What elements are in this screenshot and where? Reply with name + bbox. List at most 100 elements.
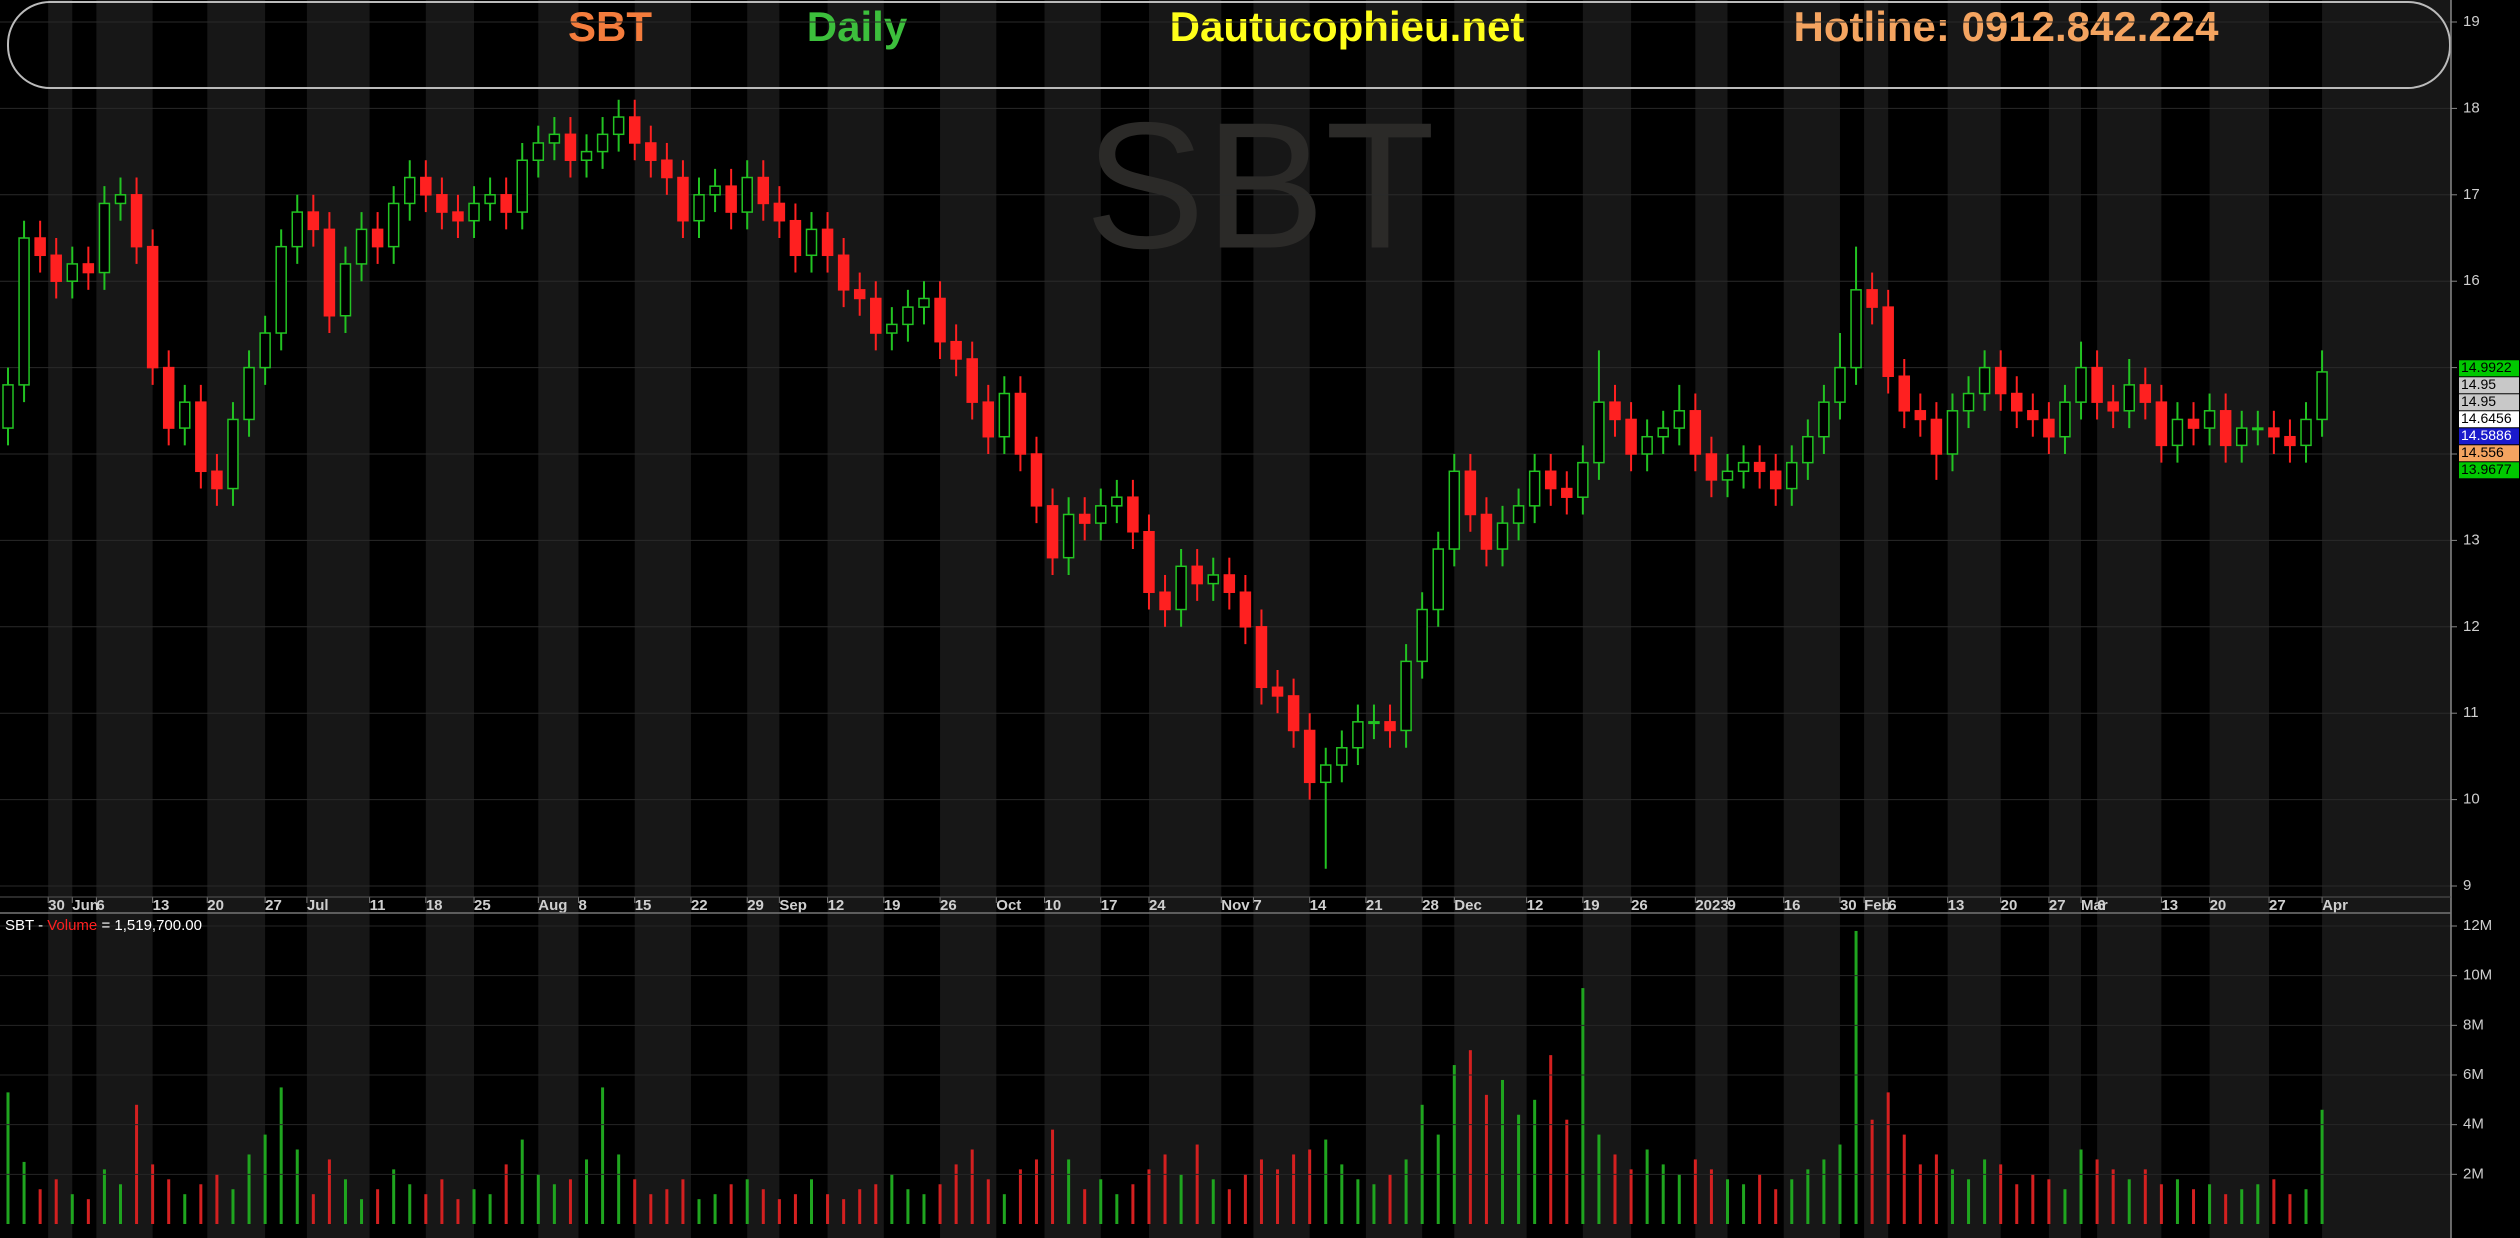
candle-body bbox=[259, 332, 271, 369]
x-tick-label: 30 bbox=[48, 897, 65, 914]
candle-body bbox=[66, 263, 79, 282]
candle-body bbox=[725, 185, 737, 213]
volume-bar bbox=[2159, 1184, 2163, 1224]
x-tick-label: 12 bbox=[828, 897, 845, 914]
volume-bar bbox=[1613, 1154, 1617, 1224]
band bbox=[827, 0, 884, 1238]
candle-body bbox=[355, 228, 368, 265]
volume-bar bbox=[2320, 1109, 2324, 1224]
candle-body bbox=[436, 194, 448, 213]
x-tick-label: 10 bbox=[1045, 897, 1062, 914]
candle-body bbox=[179, 401, 191, 429]
volume-bar bbox=[1709, 1169, 1713, 1224]
volume-bar bbox=[408, 1184, 412, 1224]
volume-bar bbox=[1597, 1134, 1601, 1224]
candle-body bbox=[404, 176, 416, 205]
candle-body bbox=[500, 194, 512, 213]
band bbox=[538, 0, 579, 1238]
candle-body bbox=[1303, 729, 1316, 784]
volume-bar bbox=[1967, 1179, 1971, 1224]
candle-body bbox=[902, 306, 914, 326]
candle-body bbox=[34, 237, 46, 257]
volume-bar bbox=[2031, 1174, 2035, 1224]
volume-bar bbox=[938, 1184, 942, 1224]
candle-body bbox=[50, 254, 62, 282]
volume-bar bbox=[1742, 1184, 1746, 1224]
candle-body bbox=[2187, 418, 2200, 429]
volume-bar bbox=[1484, 1094, 1488, 1224]
volume-bar bbox=[2256, 1184, 2260, 1224]
volume-tick-label: 6M bbox=[2463, 1066, 2484, 1083]
candle-body bbox=[1416, 608, 1428, 663]
volume-bar bbox=[1902, 1134, 1906, 1224]
volume-bar bbox=[1147, 1169, 1151, 1224]
x-tick-label: 20 bbox=[207, 897, 224, 914]
volume-bar bbox=[279, 1087, 283, 1224]
candle-body bbox=[886, 323, 898, 334]
volume-bar bbox=[2095, 1159, 2099, 1224]
volume-bar bbox=[456, 1199, 460, 1224]
volume-bar bbox=[2063, 1189, 2067, 1224]
candle-body bbox=[1319, 764, 1332, 784]
volume-bar bbox=[842, 1199, 846, 1224]
x-tick-label: Mar bbox=[2081, 897, 2108, 914]
price-label: 14.95 bbox=[2461, 393, 2496, 409]
volume-bar bbox=[1083, 1189, 1087, 1224]
x-tick-label: 15 bbox=[635, 897, 652, 914]
y-tick-label: 18 bbox=[2463, 99, 2480, 116]
volume-bar bbox=[633, 1179, 637, 1224]
x-tick-label: 26 bbox=[940, 897, 957, 914]
band bbox=[1783, 0, 1840, 1238]
candle-body bbox=[18, 237, 30, 386]
volume-bar bbox=[2192, 1189, 2196, 1224]
volume-bar bbox=[810, 1179, 813, 1224]
watermark: SBT bbox=[1085, 86, 1435, 287]
candle-body bbox=[82, 263, 95, 274]
candle-body bbox=[1175, 565, 1187, 611]
volume-bar bbox=[1436, 1134, 1440, 1224]
volume-bar bbox=[890, 1174, 894, 1224]
x-tick-label: 11 bbox=[370, 897, 386, 914]
volume-bar bbox=[183, 1194, 187, 1224]
candle-body bbox=[452, 211, 464, 222]
volume-bar bbox=[1854, 930, 1858, 1224]
volume-bar bbox=[1179, 1174, 1183, 1224]
volume-bar bbox=[681, 1179, 685, 1224]
candle-body bbox=[773, 202, 786, 222]
volume-bar bbox=[1790, 1179, 1794, 1224]
candle-body bbox=[1802, 435, 1814, 464]
candle-body bbox=[2252, 427, 2264, 431]
candle-body bbox=[130, 194, 143, 248]
price-label-box bbox=[2459, 394, 2519, 411]
volume-bar bbox=[440, 1179, 444, 1224]
volume-bar bbox=[1468, 1050, 1472, 1224]
candle-body bbox=[1496, 522, 1509, 550]
candle-body bbox=[1705, 453, 1718, 481]
band bbox=[96, 0, 153, 1238]
volume-bar bbox=[520, 1139, 524, 1224]
volume-bar bbox=[986, 1179, 990, 1224]
header-frame bbox=[7, 1, 2451, 89]
band bbox=[1695, 0, 1728, 1238]
y-tick-label: 13 bbox=[2463, 531, 2480, 548]
caption-part: Volume bbox=[47, 917, 97, 934]
volume-bar bbox=[922, 1194, 926, 1224]
candle-body bbox=[1191, 565, 1203, 585]
candle-body bbox=[1384, 721, 1396, 732]
volume-bar bbox=[1292, 1154, 1296, 1224]
volume-bar bbox=[360, 1199, 364, 1224]
candle-body bbox=[837, 254, 850, 291]
volume-bar bbox=[2224, 1194, 2228, 1224]
volume-bar bbox=[2143, 1169, 2147, 1224]
volume-bar bbox=[1002, 1194, 1006, 1224]
candle-body bbox=[1528, 470, 1541, 507]
candle-body bbox=[2091, 366, 2103, 403]
price-label-box bbox=[2459, 445, 2519, 462]
price-label-box bbox=[2459, 462, 2519, 479]
volume-bar bbox=[1099, 1179, 1103, 1224]
candle-body bbox=[2027, 410, 2039, 421]
candle-body bbox=[2171, 418, 2184, 447]
candle-body bbox=[2043, 418, 2055, 438]
candle-body bbox=[162, 366, 175, 429]
